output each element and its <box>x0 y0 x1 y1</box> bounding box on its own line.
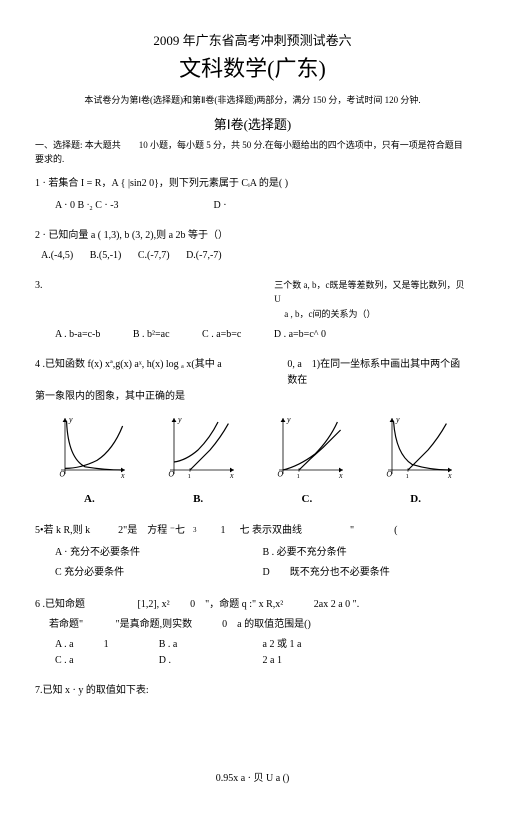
svg-text:y: y <box>177 415 182 424</box>
svg-text:1: 1 <box>296 473 299 480</box>
svg-text:x: x <box>447 471 452 480</box>
q2-text: 2 · 已知向量 a ( 1,3), b (3, 2),则 a 2b 等于（） <box>35 228 470 244</box>
graph-d-svg: O x y 1 <box>376 413 456 483</box>
q6-t4: 2ax 2 a 0 ". <box>314 599 359 610</box>
q5-mid: 2"是 方程 ⁻七 <box>118 523 185 539</box>
section-title: 第Ⅰ卷(选择题) <box>35 114 470 133</box>
q2-b: B.(5,-1) <box>90 248 122 264</box>
q3-c: C . a=b=c <box>202 327 241 343</box>
graph-d-label: D. <box>361 491 470 509</box>
q2-c: C.(-7,7) <box>138 248 170 264</box>
question-6: 6 .已知命题 [1,2], x² 0 "，命题 q :" x R,x² 2ax… <box>35 597 470 669</box>
graphs-row: O x y A. O x y 1 B. <box>35 413 470 509</box>
svg-text:O: O <box>169 470 175 479</box>
q1-text: 1 · 若集合 I = R，A { |sin2 0}，则下列元素属于 CᵢA 的… <box>35 176 470 192</box>
question-3: 3. 三个数 a, b，c既是等差数列，又是等比数列，贝 U a , b，c间的… <box>35 278 470 343</box>
question-2: 2 · 已知向量 a ( 1,3), b (3, 2),则 a 2b 等于（） … <box>35 228 470 264</box>
q5-c: C 充分必要条件 <box>55 563 263 583</box>
q5-a: A · 充分不必要条件 <box>55 543 263 563</box>
graph-c: O x y 1 C. <box>253 413 362 509</box>
instructions: 一、选择题: 本大题共 10 小题，每小题 5 分，共 50 分.在每小题给出的… <box>35 139 470 166</box>
bottom-text: 0.95x a · 贝 U a () <box>35 769 470 784</box>
q6-d: C . a <box>55 653 159 669</box>
svg-text:O: O <box>277 470 283 479</box>
q3-a: A . b-a=c-b <box>55 327 100 343</box>
graph-a-svg: O x y <box>49 413 129 483</box>
q2-d: D.(-7,-7) <box>186 248 222 264</box>
q6-e: D . <box>159 653 263 669</box>
q2-a: A.(-4,5) <box>41 248 73 264</box>
q6-c: a 2 或 1 a <box>263 637 367 653</box>
q6-a2: 1 <box>104 639 109 650</box>
q5-sup1: 1 <box>221 523 226 539</box>
q5-left: 5•若 k R,则 k <box>35 523 90 539</box>
q7-text: 7.已知 x · y 的取值如下表: <box>35 683 470 699</box>
q3-num: 3. <box>35 278 274 294</box>
q1-choices-abc: A · 0 B ᐧ₂ C · -3 <box>55 200 119 211</box>
q6-l2b: "是真命题,则实数 0 a 的取值范围是() <box>116 619 311 630</box>
q1-choice-d: D · <box>214 200 227 211</box>
q3-right1: 三个数 a, b，c既是等差数列，又是等比数列，贝 U <box>274 278 470 307</box>
graph-a: O x y A. <box>35 413 144 509</box>
q3-right2: a , b，c间的关系为（） <box>284 307 470 321</box>
graph-d: O x y 1 D. <box>361 413 470 509</box>
svg-text:x: x <box>338 471 343 480</box>
graph-c-label: C. <box>253 491 362 509</box>
graph-b-svg: O x y 1 <box>158 413 238 483</box>
title-year: 2009 年广东省高考冲刺预测试卷六 <box>35 30 470 49</box>
q4-left: 4 .已知函数 f(x) xª,g(x) aˣ, h(x) log ₐ x(其中… <box>35 357 287 389</box>
q6-a: A . a <box>55 639 74 650</box>
q4-right: 0, a 1)在同一坐标系中画出其中两个函数在 <box>287 357 470 389</box>
q5-d: D 既不充分也不必要条件 <box>263 563 471 583</box>
question-5: 5•若 k R,则 k 2"是 方程 ⁻七 3 1 七 表示双曲线 " ( A … <box>35 523 470 583</box>
question-1: 1 · 若集合 I = R，A { |sin2 0}，则下列元素属于 CᵢA 的… <box>35 176 470 214</box>
q6-t1: 6 .已知命题 <box>35 599 85 610</box>
title-main: 文科数学(广东) <box>35 51 470 83</box>
q3-d: D . a=b=c^ 0 <box>274 327 326 343</box>
q6-t2: [1,2], x² <box>138 599 170 610</box>
subtitle-info: 本试卷分为第Ⅰ卷(选择题)和第Ⅱ卷(非选择题)两部分，满分 150 分，考试时间… <box>35 93 470 106</box>
q5-tail: " ( <box>350 523 397 539</box>
q3-b: B . b²=ac <box>133 327 170 343</box>
q6-b: B . a <box>159 637 263 653</box>
svg-text:O: O <box>386 470 392 479</box>
graph-b-label: B. <box>144 491 253 509</box>
graph-a-label: A. <box>35 491 144 509</box>
q5-sup3: 3 <box>193 525 197 536</box>
svg-text:x: x <box>120 471 125 480</box>
q6-t3: 0 "，命题 q :" x R,x² <box>190 599 283 610</box>
q5-b: B . 必要不充分条件 <box>263 543 471 563</box>
question-4: 4 .已知函数 f(x) xª,g(x) aˣ, h(x) log ₐ x(其中… <box>35 357 470 509</box>
svg-text:y: y <box>68 415 73 424</box>
svg-text:x: x <box>229 471 234 480</box>
svg-text:y: y <box>286 415 291 424</box>
svg-text:1: 1 <box>405 473 408 480</box>
q6-f: 2 a 1 <box>263 653 367 669</box>
q4-line2: 第一象限内的图象，其中正确的是 <box>35 389 470 405</box>
graph-b: O x y 1 B. <box>144 413 253 509</box>
svg-text:y: y <box>395 415 400 424</box>
graph-c-svg: O x y 1 <box>267 413 347 483</box>
svg-text:1: 1 <box>188 473 191 480</box>
q6-l2a: 若命题" <box>49 619 83 630</box>
question-7: 7.已知 x · y 的取值如下表: <box>35 683 470 699</box>
q5-end: 七 表示双曲线 <box>240 523 303 539</box>
svg-text:O: O <box>60 470 66 479</box>
